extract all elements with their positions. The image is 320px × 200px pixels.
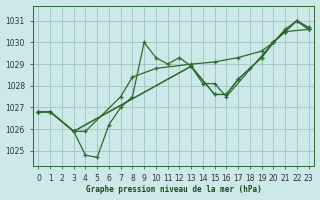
X-axis label: Graphe pression niveau de la mer (hPa): Graphe pression niveau de la mer (hPa): [86, 185, 261, 194]
